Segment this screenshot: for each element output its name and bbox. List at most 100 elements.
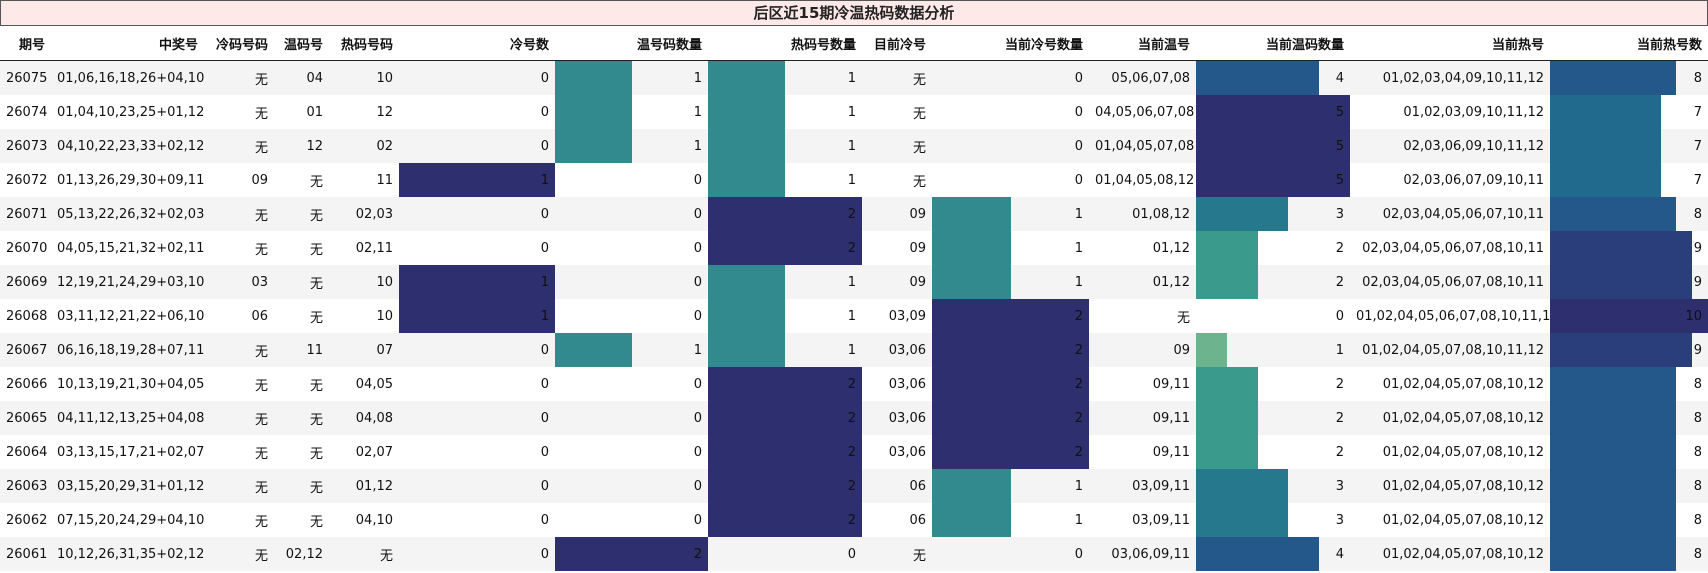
hot-numbers-cell: 10 [329,60,399,95]
count-bar [1550,197,1677,231]
count-value: 2 [1335,376,1344,392]
count-bar [932,503,1011,537]
count-bar [932,299,1089,333]
winning-number-cell: 04,11,12,13,25+04,08 [51,401,204,435]
hot-count-cell: 1 [708,60,862,95]
count-value: 7 [1693,104,1702,120]
table-row: 26062 07,15,20,24,29+04,10 无 无 04,10 0 0 2 06 1 03… [0,503,1708,537]
cold-count-cell: 0 [399,401,555,435]
current-warm-cell: 03,06,09,11 [1089,537,1196,571]
count-bar [555,95,632,129]
header-current-warm-count[interactable]: 当前温码数量 [1196,27,1350,61]
winning-number-cell: 12,19,21,24,29+03,10 [51,265,204,299]
count-value: 2 [1074,410,1083,426]
current-hot-count-cell: 8 [1550,537,1708,571]
count-bar [1550,265,1693,299]
current-hot-count-cell: 8 [1550,401,1708,435]
count-value: 8 [1693,512,1702,528]
current-hot-cell: 01,02,04,05,07,08,10,12 [1350,401,1550,435]
header-winning-number[interactable]: 中奖号 [51,27,204,61]
hot-count-cell: 1 [708,299,862,333]
count-value: 1 [693,104,702,120]
current-hot-cell: 02,03,04,05,06,07,08,10,11 [1350,265,1550,299]
current-warm-count-cell: 5 [1196,129,1350,163]
count-bar [708,61,785,95]
current-hot-cell: 01,02,04,05,07,08,10,12 [1350,537,1550,571]
hot-numbers-cell: 10 [376,308,393,324]
cold-numbers-cell: 无 [254,514,268,530]
count-bar [1550,231,1693,265]
current-hot-cell: 02,03,04,05,06,07,08,10,11 [1362,240,1544,256]
issue-cell: 26074 [6,104,48,120]
warm-count-cell: 0 [555,163,708,197]
count-value: 0 [540,478,549,494]
header-warm-numbers[interactable]: 温码号 [274,27,329,61]
count-bar [1196,537,1320,571]
count-bar [932,333,1089,367]
current-warm-count-cell: 1 [1196,333,1350,367]
header-current-cold-count[interactable]: 当前冷号数量 [932,27,1089,61]
warm-count-cell: 0 [555,197,708,231]
current-cold-cell: 无 [862,537,932,571]
table-row: 26072 01,13,26,29,30+09,11 09 无 11 1 0 1 无 0 01,04… [0,163,1708,197]
cold-warm-hot-table: 期号 中奖号 冷码号码 温码号 热码号码 冷号数 温号码数量 热码号数量 目前冷… [0,27,1708,571]
header-hot-count[interactable]: 热码号数量 [708,27,862,61]
winning-number-cell: 10,13,19,21,30+04,05 [57,376,205,392]
winning-number-cell: 01,13,26,29,30+09,11 [57,172,205,188]
header-current-warm[interactable]: 当前温号 [1089,27,1196,61]
issue-cell: 26062 [6,512,48,528]
count-value: 1 [847,308,856,324]
current-hot-count-cell: 8 [1550,367,1708,401]
count-bar [1550,95,1661,129]
count-value: 2 [847,240,856,256]
count-value: 2 [693,546,702,562]
current-warm-count-cell: 5 [1196,163,1350,197]
current-hot-cell: 02,03,06,07,09,10,11 [1403,172,1544,188]
header-cold-numbers[interactable]: 冷码号码 [204,27,274,61]
warm-numbers-cell: 02,12 [274,537,329,571]
count-value: 0 [540,546,549,562]
current-warm-count-cell: 3 [1196,197,1350,231]
header-issue[interactable]: 期号 [0,27,51,61]
count-bar [555,537,708,571]
cold-numbers-cell: 无 [204,197,274,231]
header-warm-count[interactable]: 温号码数量 [555,27,708,61]
hot-numbers-cell: 11 [376,172,393,188]
current-cold-count-cell: 0 [932,537,1089,571]
count-value: 9 [1693,274,1702,290]
cold-numbers-cell: 无 [254,106,268,122]
warm-count-cell: 0 [555,367,708,401]
count-value: 10 [1685,308,1702,324]
winning-number-cell: 10,12,26,31,35+02,12 [51,537,204,571]
hot-count-cell: 2 [708,367,862,401]
issue-cell: 26069 [0,265,51,299]
count-value: 2 [847,512,856,528]
count-bar [1550,163,1661,197]
count-value: 2 [847,478,856,494]
count-value: 0 [540,138,549,154]
current-warm-cell: 05,06,07,08 [1089,60,1196,95]
current-hot-count-cell: 9 [1550,333,1708,367]
count-value: 2 [1335,444,1344,460]
count-value: 1 [1074,512,1083,528]
current-hot-cell: 01,02,04,05,06,07,08,10,11,12 [1356,308,1559,324]
count-bar [932,435,1089,469]
current-cold-cell: 06 [862,469,932,503]
current-hot-count-cell: 7 [1550,129,1708,163]
header-hot-numbers[interactable]: 热码号码 [329,27,399,61]
issue-cell: 26066 [6,376,48,392]
header-current-cold[interactable]: 目前冷号 [862,27,932,61]
cold-count-cell: 1 [399,299,555,333]
count-bar [708,333,785,367]
header-current-hot-count[interactable]: 当前热号数 [1550,27,1708,61]
hot-count-cell: 2 [708,503,862,537]
header-cold-count[interactable]: 冷号数 [399,27,555,61]
cold-numbers-cell: 无 [254,242,268,258]
count-value: 1 [540,308,549,324]
count-bar [1550,61,1677,95]
count-value: 0 [540,104,549,120]
header-current-hot[interactable]: 当前热号 [1350,27,1550,61]
current-cold-cell: 09 [862,197,932,231]
current-cold-count-cell: 1 [932,197,1089,231]
count-bar [1550,401,1677,435]
